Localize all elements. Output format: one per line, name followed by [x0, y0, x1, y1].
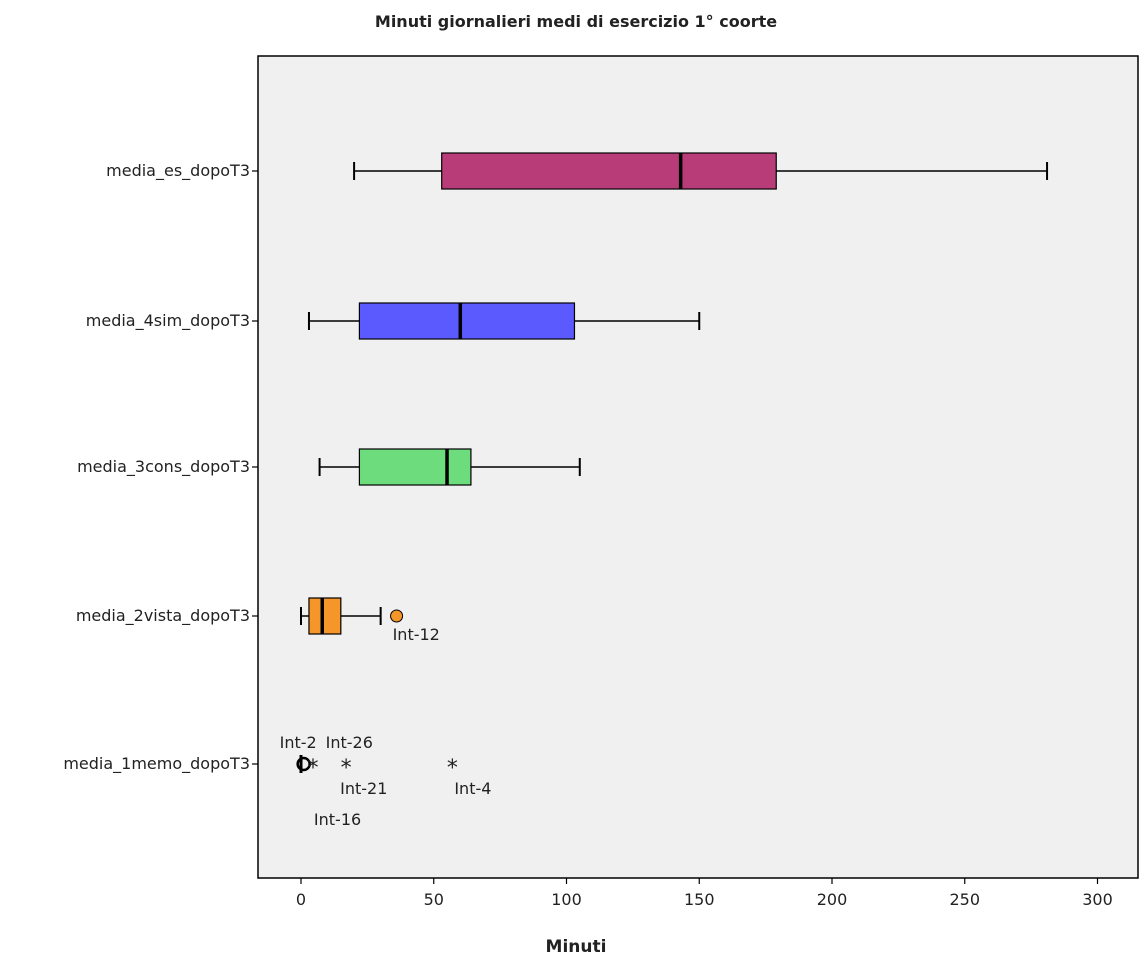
- x-tick-label: 300: [1082, 890, 1113, 909]
- outlier-circle: [296, 756, 311, 772]
- box-iqr: [358, 448, 472, 486]
- outlier-circle: [390, 609, 404, 623]
- outlier-label: Int-2: [280, 733, 317, 752]
- outlier-label: Int-21: [340, 779, 387, 798]
- category-label: media_3cons_dopoT3: [77, 457, 250, 477]
- x-tick-label: 200: [817, 890, 848, 909]
- category-label: media_4sim_dopoT3: [86, 311, 250, 331]
- outlier-star: *: [341, 756, 352, 781]
- category-label: media_es_dopoT3: [106, 161, 250, 181]
- category-label: media_1memo_dopoT3: [63, 754, 250, 774]
- x-tick-label: 150: [684, 890, 715, 909]
- outlier-label: Int-12: [393, 625, 440, 644]
- outlier-label: Int-26: [326, 733, 373, 752]
- box-iqr: [441, 152, 777, 190]
- outlier-star: *: [447, 756, 458, 781]
- category-label: media_2vista_dopoT3: [76, 606, 250, 626]
- x-tick-label: 50: [424, 890, 444, 909]
- box-media_2vista_dopoT3: Int-12: [300, 597, 440, 644]
- outlier-label: Int-16: [314, 810, 361, 829]
- chart-title: Minuti giornalieri medi di esercizio 1° …: [375, 12, 777, 31]
- x-axis-label: Minuti: [546, 937, 607, 957]
- x-tick-label: 250: [949, 890, 980, 909]
- x-tick-label: 0: [296, 890, 306, 909]
- outlier-star: *: [307, 756, 318, 781]
- y-axis: media_es_dopoT3 media_4sim_dopoT3 media_3c…: [63, 161, 258, 774]
- box-iqr: [358, 302, 576, 340]
- box-media_3cons_dopoT3: [318, 448, 581, 486]
- box-media_4sim_dopoT3: [307, 302, 701, 340]
- x-axis: 0 50 100 150 200 250 300: [296, 878, 1113, 909]
- outlier-label: Int-4: [454, 779, 491, 798]
- box-media_es_dopoT3: [353, 152, 1049, 190]
- box-iqr: [308, 597, 342, 635]
- x-tick-label: 100: [551, 890, 582, 909]
